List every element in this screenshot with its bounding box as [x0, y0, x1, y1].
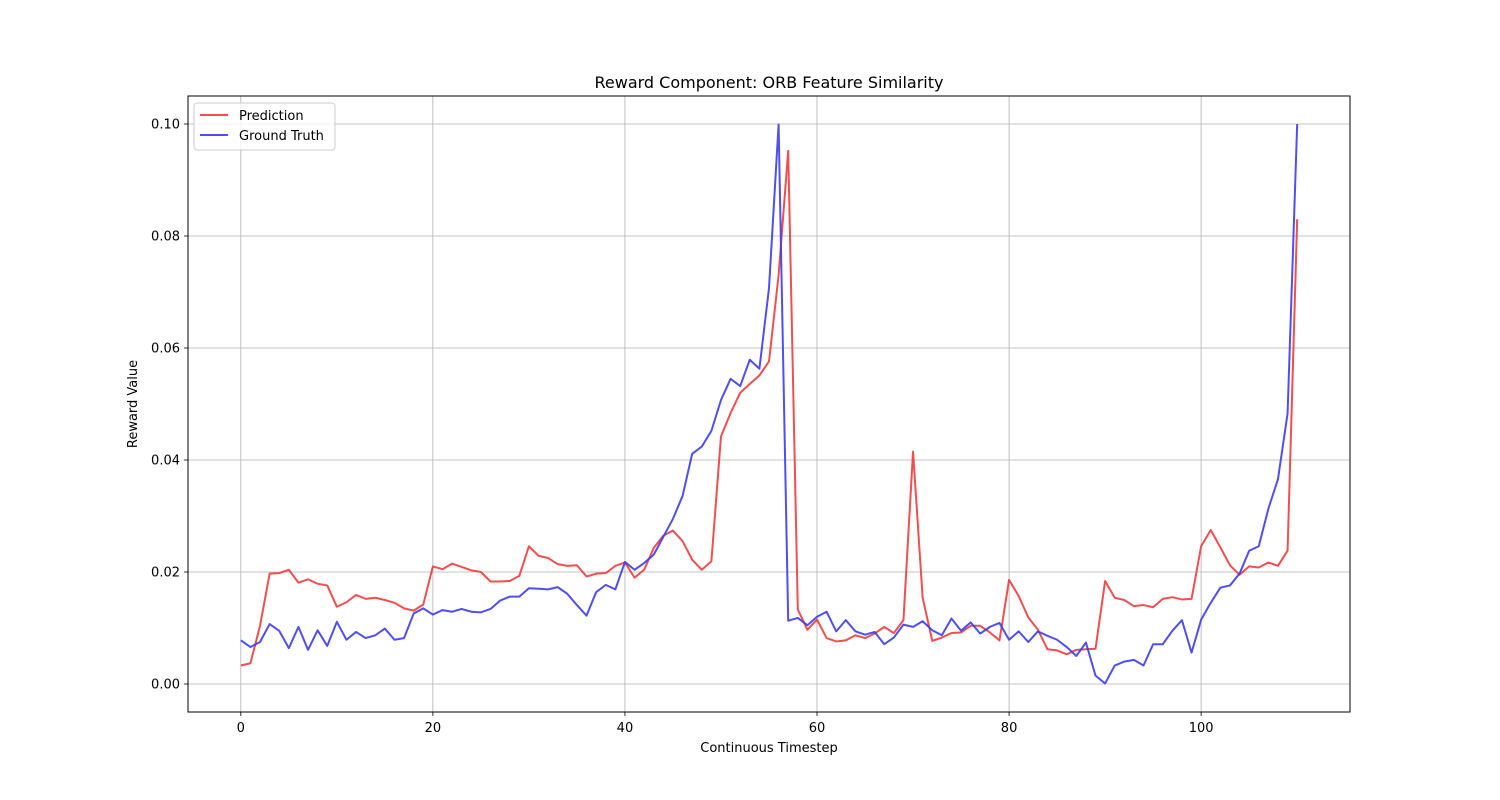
x-tick-label: 20 [425, 721, 442, 736]
x-tick-label: 60 [809, 721, 826, 736]
legend-label-ground-truth: Ground Truth [239, 129, 324, 144]
chart-title: Reward Component: ORB Feature Similarity [594, 73, 943, 92]
y-tick-label: 0.06 [151, 342, 180, 357]
y-tick-label: 0.00 [151, 678, 180, 693]
grid [188, 96, 1350, 712]
x-tick-label: 100 [1189, 721, 1214, 736]
y-tick-label: 0.02 [151, 566, 180, 581]
x-tick-label: 40 [617, 721, 634, 736]
y-tick-label: 0.10 [151, 118, 180, 133]
series-layer [240, 123, 1299, 685]
axes-frame [187, 95, 1351, 713]
y-tick-label: 0.08 [151, 230, 180, 245]
x-tick-label: 80 [1001, 721, 1018, 736]
series-line-ground-truth [240, 123, 1299, 685]
y-axis: 0.00 0.02 0.04 0.06 0.08 0.10 [151, 118, 188, 693]
x-tick-label: 0 [237, 721, 245, 736]
y-tick-label: 0.04 [151, 454, 180, 469]
legend-box [193, 102, 336, 151]
legend: Prediction Ground Truth [193, 102, 336, 151]
legend-label-prediction: Prediction [239, 109, 304, 124]
x-axis: 0 20 40 60 80 100 [237, 712, 1214, 736]
y-axis-title: Reward Value [126, 360, 141, 448]
series-line-prediction [240, 149, 1299, 667]
x-axis-title: Continuous Timestep [700, 741, 838, 756]
